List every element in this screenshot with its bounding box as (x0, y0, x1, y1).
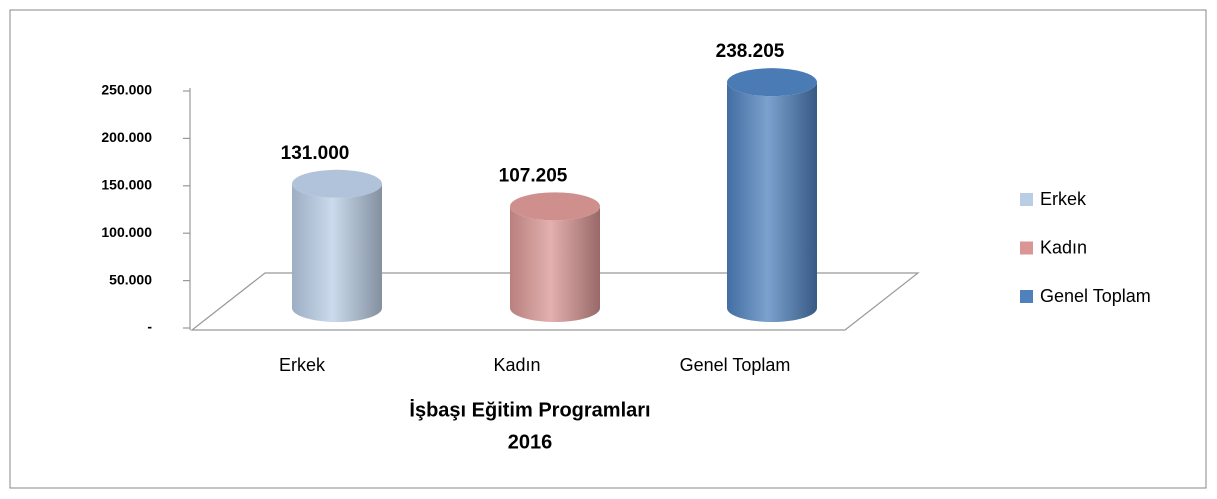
legend-label: Erkek (1040, 189, 1087, 209)
bar (292, 183, 382, 322)
chart-border (9, 9, 1207, 489)
legend-label: Genel Toplam (1040, 286, 1151, 306)
y-tick-label: 100.000 (101, 224, 152, 240)
legend-swatch (1020, 193, 1033, 206)
bar (727, 82, 817, 322)
value-label: 107.205 (499, 165, 568, 186)
x-tick-label: Erkek (279, 355, 326, 375)
y-tick-label: 150.000 (101, 177, 152, 193)
y-tick-label: 200.000 (101, 129, 152, 145)
y-tick-label: 50.000 (109, 271, 152, 287)
bar-top (727, 68, 817, 97)
bar (510, 206, 600, 322)
y-tick-label: - (147, 319, 152, 335)
legend-swatch (1020, 290, 1033, 303)
chart-subtitle: 2016 (508, 431, 553, 453)
bar-top (510, 192, 600, 221)
value-label: 238.205 (716, 41, 785, 62)
y-tick-label: 250.000 (101, 82, 152, 98)
x-tick-label: Kadın (493, 355, 540, 375)
x-tick-label: Genel Toplam (680, 355, 791, 375)
bar-top (292, 169, 382, 198)
legend-swatch (1020, 241, 1033, 255)
value-label: 131.000 (281, 143, 350, 164)
legend-label: Kadın (1040, 237, 1087, 257)
chart-title: İşbaşı Eğitim Programları (409, 398, 650, 421)
